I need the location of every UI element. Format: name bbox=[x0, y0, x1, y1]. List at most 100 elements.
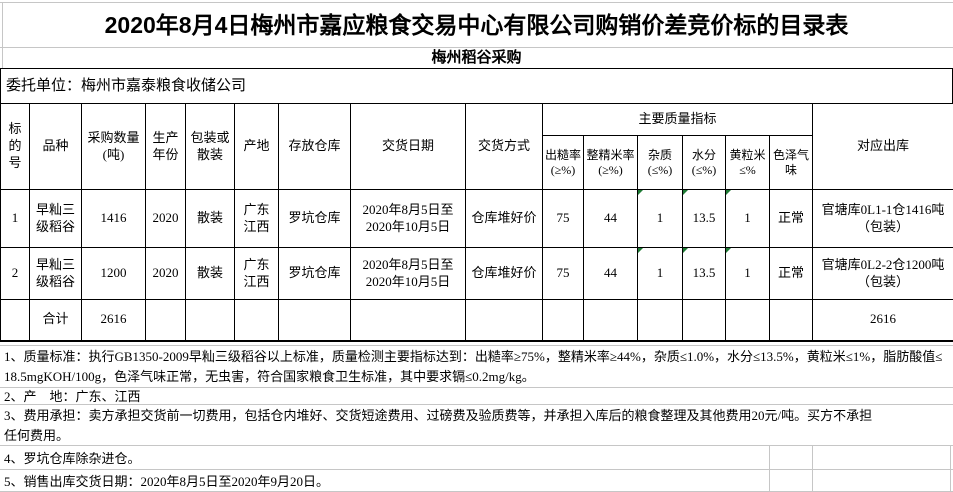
header-color-odor: 色泽气 味 bbox=[768, 135, 814, 190]
cell-origin: 广东 江西 bbox=[234, 247, 279, 300]
cell-color-odor: 正常 bbox=[768, 247, 814, 300]
cell-empty bbox=[583, 299, 638, 341]
gridline bbox=[0, 2, 953, 3]
cell-empty bbox=[682, 299, 726, 341]
cell-value: 13.5 bbox=[692, 265, 716, 281]
header-outbound: 对应出库 bbox=[812, 103, 953, 190]
cell-empty bbox=[278, 299, 351, 341]
cell-year: 2020 bbox=[145, 247, 186, 300]
cell-impurity: 1 bbox=[637, 189, 683, 248]
header-impurity: 杂质 (≤%) bbox=[637, 135, 683, 190]
cell-moisture: 13.5 bbox=[682, 189, 726, 248]
cell-value: 13.5 bbox=[692, 210, 716, 226]
note-outbound-delivery-date: 5、销售出库交货日期：2020年8月5日至2020年9月20日。 bbox=[4, 474, 330, 489]
cell-packing: 散装 bbox=[185, 247, 235, 300]
cell-empty bbox=[185, 299, 235, 341]
gridline bbox=[812, 445, 813, 492]
cell-delivery-method: 仓库堆好价 bbox=[465, 247, 543, 300]
cell-empty bbox=[637, 299, 683, 341]
client-line: 委托单位：梅州市嘉泰粮食收储公司 bbox=[0, 68, 953, 103]
cell-bid-no: 1 bbox=[0, 189, 30, 248]
cell-empty bbox=[0, 299, 30, 341]
gridline bbox=[769, 445, 770, 492]
cell-quantity: 1416 bbox=[81, 189, 146, 248]
cell-packing: 散装 bbox=[185, 189, 235, 248]
excel-error-triangle-icon bbox=[726, 248, 731, 253]
cell-impurity: 1 bbox=[637, 247, 683, 300]
cell-empty bbox=[725, 299, 770, 341]
cell-variety: 早籼三 级稻谷 bbox=[29, 247, 82, 300]
cell-head-rice-rate: 44 bbox=[583, 247, 638, 300]
excel-error-triangle-icon bbox=[638, 190, 643, 195]
cell-empty bbox=[234, 299, 279, 341]
header-packing: 包装或 散装 bbox=[185, 103, 235, 190]
gridline bbox=[0, 404, 953, 405]
gridline bbox=[2, 2, 3, 68]
cell-value: 1 bbox=[656, 210, 664, 226]
cell-delivery-date: 2020年8月5日至 2020年10月5日 bbox=[350, 247, 466, 300]
header-delivery-method: 交货方式 bbox=[465, 103, 543, 190]
header-row-quality: 出糙率 (≥%) 整精米率 (≥%) 杂质 (≤%) 水分 (≤%) 黄粒米 ≤… bbox=[1, 135, 953, 190]
cell-origin: 广东 江西 bbox=[234, 189, 279, 248]
cell-variety: 早籼三 级稻谷 bbox=[29, 189, 82, 248]
page-title: 2020年8月4日梅州市嘉应粮食交易中心有限公司购销价差竞价标的目录表 bbox=[104, 12, 849, 38]
cell-warehouse: 罗坑仓库 bbox=[278, 247, 351, 300]
cell-empty bbox=[145, 299, 186, 341]
cell-outbound: 官塘库0L1-1仓1416吨 （包装） bbox=[812, 189, 953, 248]
cell-total-label: 合计 bbox=[29, 299, 82, 341]
note-origin: 2、产 地：广东、江西 bbox=[4, 389, 141, 404]
cell-value: 1 bbox=[744, 210, 751, 226]
header-quantity: 采购数量 (吨) bbox=[81, 103, 146, 190]
cell-total-outbound: 2616 bbox=[812, 299, 953, 341]
cell-warehouse: 罗坑仓库 bbox=[278, 189, 351, 248]
excel-error-triangle-icon bbox=[638, 248, 643, 253]
gridline bbox=[0, 387, 953, 388]
cell-quantity: 1200 bbox=[81, 247, 146, 300]
total-row: 合计 2616 2616 bbox=[0, 299, 953, 341]
header-warehouse: 存放仓库 bbox=[278, 103, 351, 190]
header-head-rice-rate: 整精米率 (≥%) bbox=[583, 135, 638, 190]
table-row: 2 早籼三 级稻谷 1200 2020 散装 广东 江西 罗坑仓库 2020年8… bbox=[0, 247, 953, 300]
header-brown-rice-rate: 出糙率 (≥%) bbox=[542, 135, 584, 190]
page-subtitle: 梅州稻谷采购 bbox=[431, 49, 522, 66]
catalog-table: 标 的 号 品种 采购数量 (吨) 生产 年份 包装或 散装 产地 存放仓库 交… bbox=[0, 103, 953, 342]
note-warehouse-cleaning: 4、罗坑仓库除杂进仓。 bbox=[4, 451, 141, 466]
cell-value: 1 bbox=[744, 265, 751, 281]
cell-color-odor: 正常 bbox=[768, 189, 814, 248]
header-bid-no: 标 的 号 bbox=[0, 103, 30, 190]
gridline bbox=[0, 469, 953, 470]
excel-error-triangle-icon bbox=[683, 190, 688, 195]
cell-total-quantity: 2616 bbox=[81, 299, 146, 341]
cell-empty bbox=[768, 299, 814, 341]
excel-error-triangle-icon bbox=[726, 190, 731, 195]
cell-outbound: 官塘库0L2-2仓1200吨 （包装） bbox=[812, 247, 953, 300]
cell-brown-rice-rate: 75 bbox=[542, 247, 584, 300]
cell-empty bbox=[350, 299, 466, 341]
header-variety: 品种 bbox=[29, 103, 82, 190]
excel-error-triangle-icon bbox=[683, 248, 688, 253]
gridline bbox=[0, 47, 953, 48]
cell-empty bbox=[465, 299, 543, 341]
cell-moisture: 13.5 bbox=[682, 247, 726, 300]
cell-empty bbox=[542, 299, 584, 341]
gridline bbox=[950, 445, 951, 492]
gridline bbox=[0, 445, 953, 446]
header-origin: 产地 bbox=[234, 103, 279, 190]
note-cost-responsibility: 3、费用承担：卖方承担交货前一切费用，包括仓内堆好、交货短途费用、过磅费及验质费… bbox=[4, 408, 873, 443]
cell-year: 2020 bbox=[145, 189, 186, 248]
gridline bbox=[0, 345, 953, 346]
cell-brown-rice-rate: 75 bbox=[542, 189, 584, 248]
header-year: 生产 年份 bbox=[145, 103, 186, 190]
cell-bid-no: 2 bbox=[0, 247, 30, 300]
header-yellow-grain: 黄粒米 ≤% bbox=[725, 135, 770, 190]
cell-delivery-method: 仓库堆好价 bbox=[465, 189, 543, 248]
header-delivery-date: 交货日期 bbox=[350, 103, 466, 190]
header-row-group: 标 的 号 品种 采购数量 (吨) 生产 年份 包装或 散装 产地 存放仓库 交… bbox=[0, 103, 953, 190]
cell-yellow-grain: 1 bbox=[725, 189, 770, 248]
cell-value: 1 bbox=[656, 265, 664, 281]
header-moisture: 水分 (≤%) bbox=[682, 135, 726, 190]
note-quality-standard: 1、质量标准：执行GB1350-2009早籼三级稻谷以上标准，质量检测主要指标达… bbox=[4, 349, 943, 384]
cell-delivery-date: 2020年8月5日至 2020年10月5日 bbox=[350, 189, 466, 248]
cell-yellow-grain: 1 bbox=[725, 247, 770, 300]
